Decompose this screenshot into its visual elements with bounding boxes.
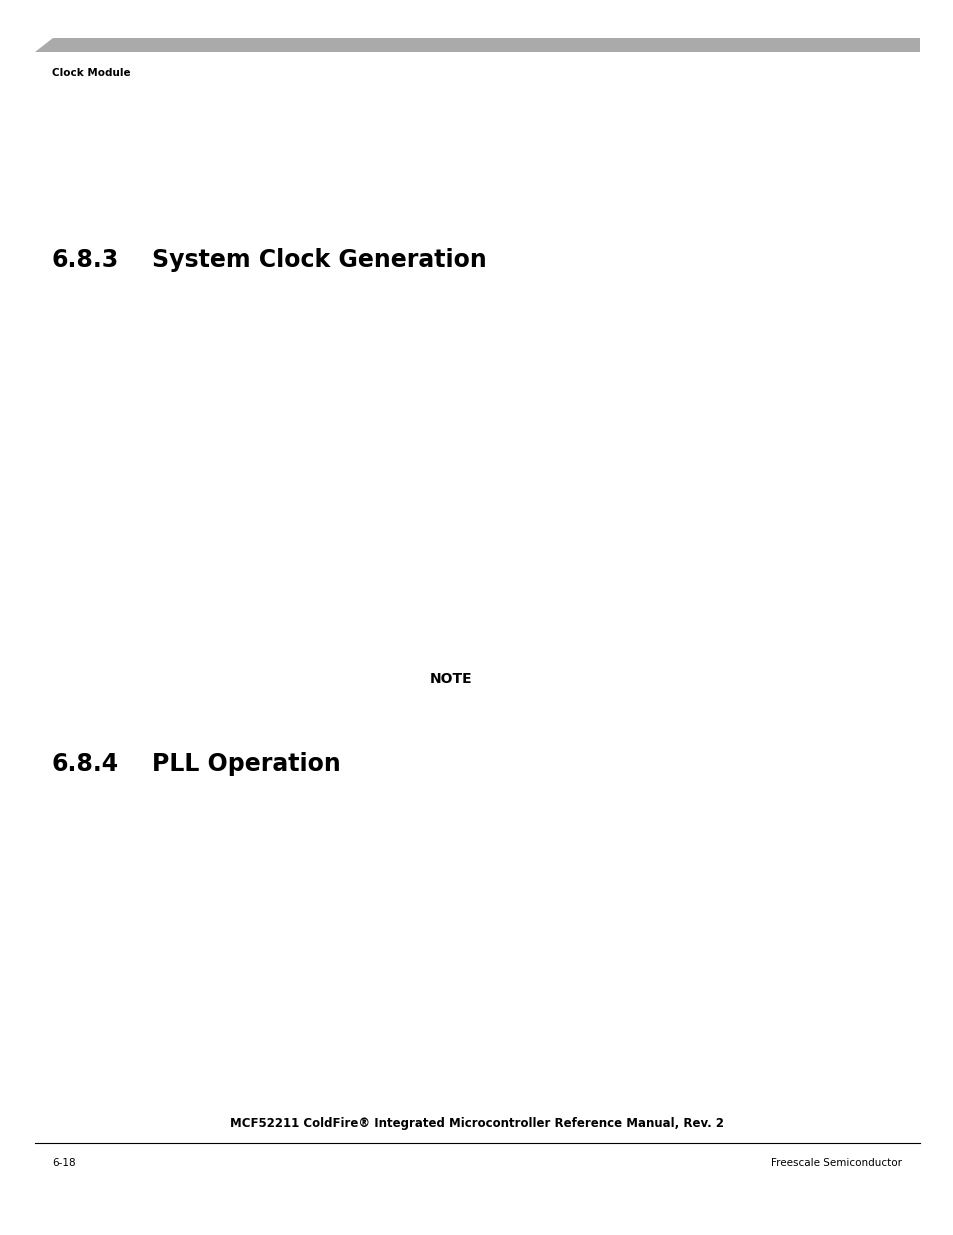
Polygon shape (35, 38, 919, 52)
Text: 6.8.3: 6.8.3 (52, 248, 119, 272)
Text: Freescale Semiconductor: Freescale Semiconductor (770, 1158, 901, 1168)
Text: MCF52211 ColdFire® Integrated Microcontroller Reference Manual, Rev. 2: MCF52211 ColdFire® Integrated Microcontr… (230, 1116, 723, 1130)
Text: PLL Operation: PLL Operation (152, 752, 340, 776)
Text: 6.8.4: 6.8.4 (52, 752, 119, 776)
Text: NOTE: NOTE (430, 672, 472, 685)
Text: System Clock Generation: System Clock Generation (152, 248, 486, 272)
Text: Clock Module: Clock Module (52, 68, 131, 78)
Text: 6-18: 6-18 (52, 1158, 75, 1168)
